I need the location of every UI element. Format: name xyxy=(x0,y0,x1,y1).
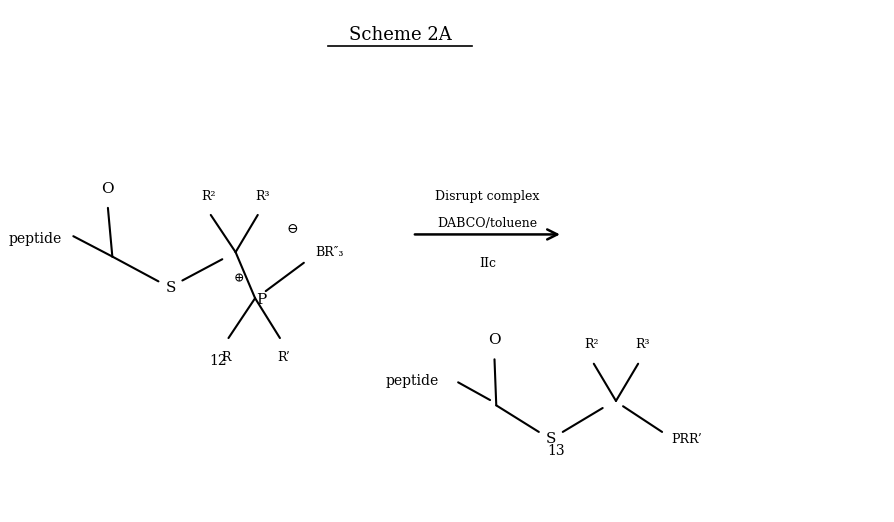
Text: O: O xyxy=(101,182,114,196)
Text: ⊕: ⊕ xyxy=(233,272,244,285)
Text: S: S xyxy=(165,280,176,294)
Text: R²: R² xyxy=(201,189,216,203)
Text: S: S xyxy=(545,432,556,446)
Text: PRR’: PRR’ xyxy=(670,433,701,446)
Text: Scheme 2A: Scheme 2A xyxy=(349,26,451,44)
Text: R²: R² xyxy=(583,338,598,351)
Text: BR″₃: BR″₃ xyxy=(315,246,343,258)
Text: Disrupt complex: Disrupt complex xyxy=(434,191,539,204)
Text: DABCO/toluene: DABCO/toluene xyxy=(437,217,537,230)
Text: 12: 12 xyxy=(209,354,226,368)
Text: peptide: peptide xyxy=(385,374,438,387)
Text: peptide: peptide xyxy=(9,232,62,246)
Text: R’: R’ xyxy=(277,351,290,364)
Text: 13: 13 xyxy=(546,444,564,458)
Text: R³: R³ xyxy=(255,189,269,203)
Text: IIc: IIc xyxy=(478,257,495,269)
Text: ⊖: ⊖ xyxy=(286,222,298,236)
Text: P: P xyxy=(256,293,266,307)
Text: O: O xyxy=(487,333,501,347)
Text: R³: R³ xyxy=(635,338,649,351)
Text: R: R xyxy=(221,351,231,364)
